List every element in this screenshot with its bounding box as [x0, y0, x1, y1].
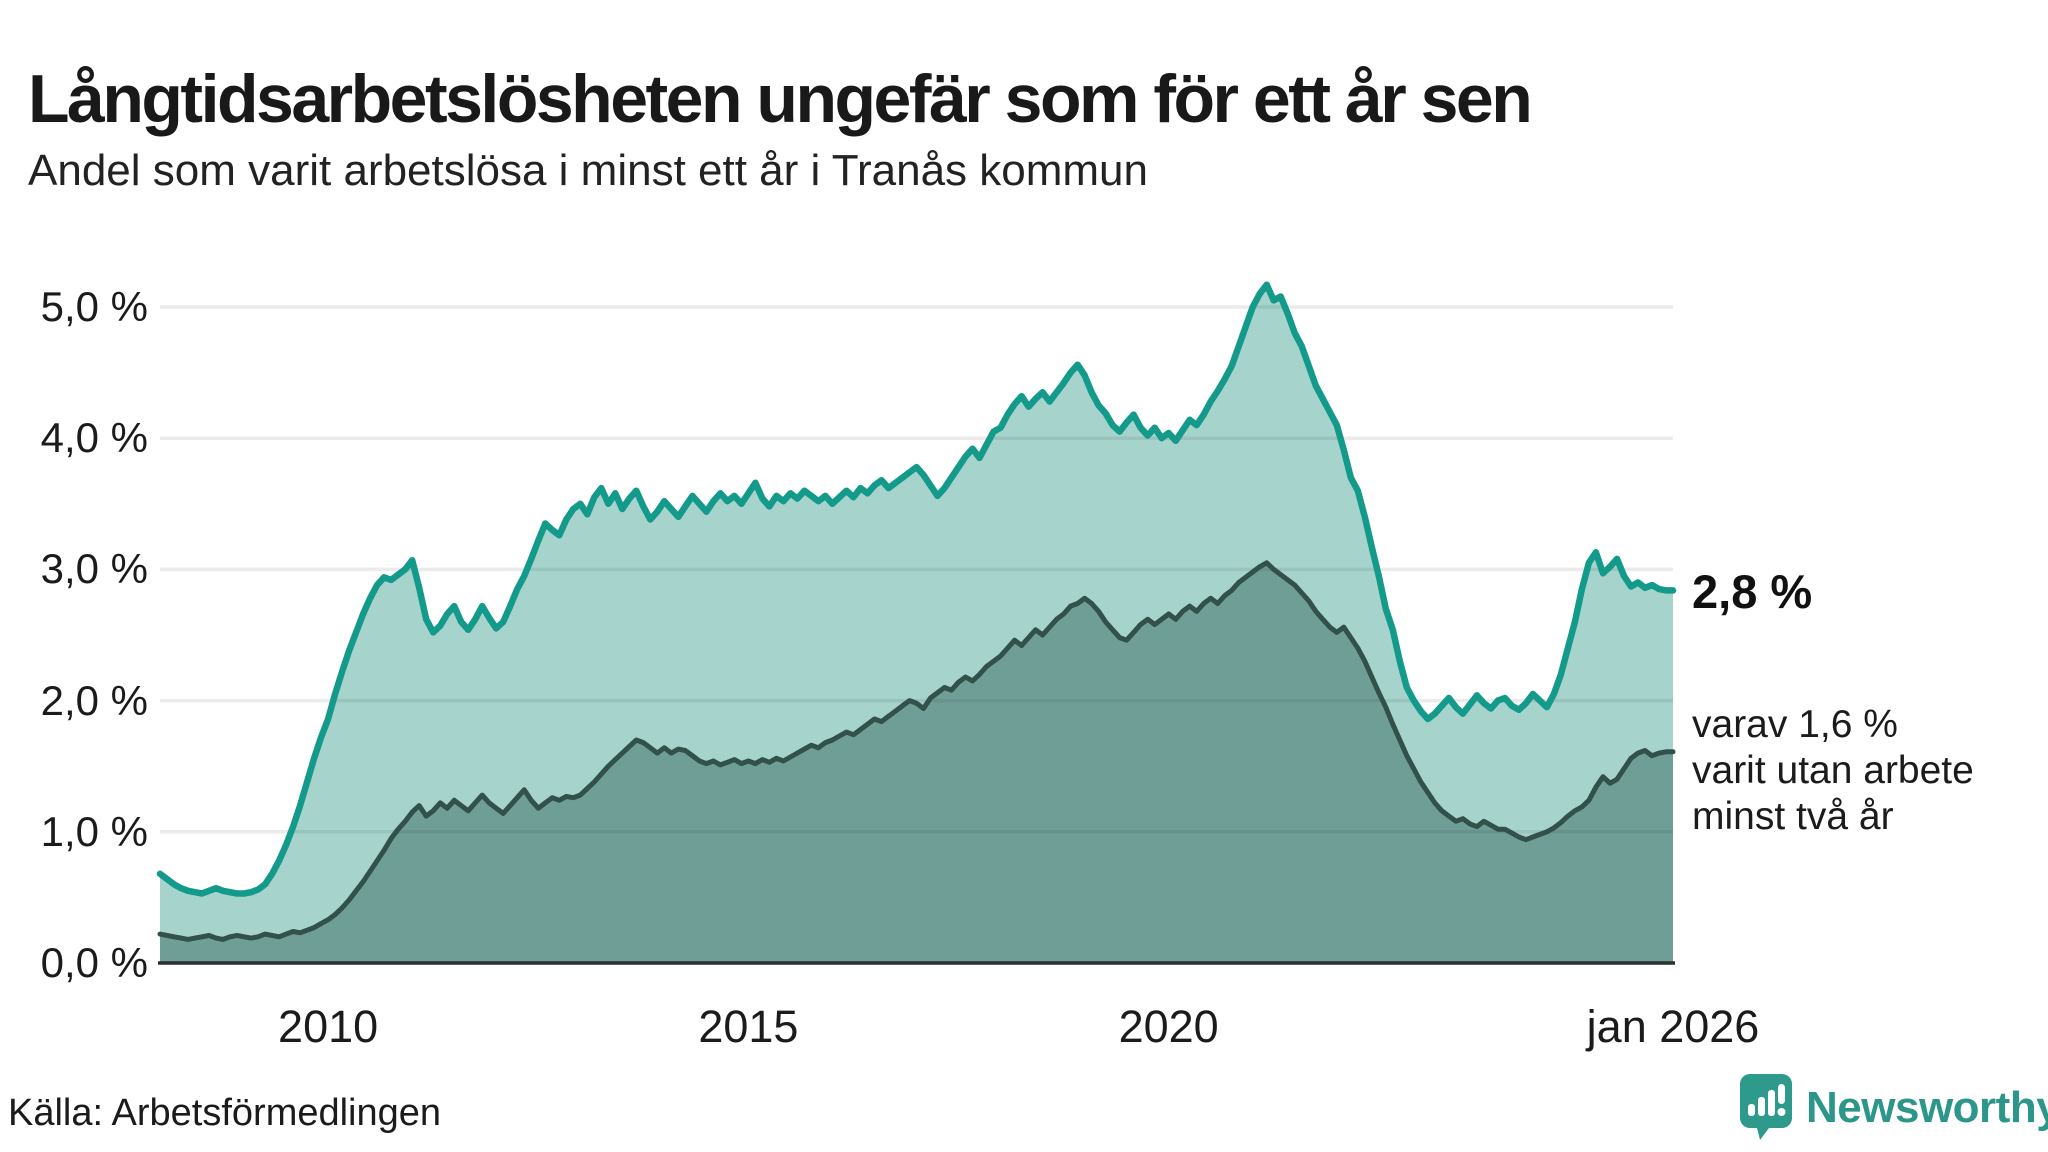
x-tick-2020: 2020: [1118, 1001, 1219, 1052]
annotation-line-2: varit utan arbete: [1692, 749, 1974, 793]
secondary-series-annotation: varav 1,6 % varit utan arbete minst två …: [1692, 702, 1974, 840]
area-fill-unemployed-two-years: [160, 562, 1673, 963]
y-tick-0,0 %: 0,0 %: [40, 939, 148, 986]
y-tick-3,0 %: 3,0 %: [40, 545, 148, 593]
page-subtitle: Andel som varit arbetslösa i minst ett å…: [28, 146, 1148, 195]
bar-chart-speech-bubble-icon: [1740, 1074, 1792, 1140]
x-tick-2015: 2015: [698, 1001, 799, 1052]
annotation-line-1: varav 1,6 %: [1692, 703, 1898, 746]
y-tick-4,0 %: 4,0 %: [40, 414, 148, 462]
annotation-line-3: minst två år: [1692, 795, 1894, 839]
line-unemployed-two-years: [157, 560, 1676, 942]
page-title: Långtidsarbetslösheten ungefär som för e…: [28, 60, 1533, 137]
x-tick-2010: 2010: [278, 1001, 379, 1052]
latest-value-label: 2,8 %: [1692, 565, 1813, 618]
brand-wordmark: Newsworthy: [1806, 1083, 2048, 1132]
x-tick-jan 2026: jan 2026: [1586, 1001, 1760, 1052]
source-caption: Källa: Arbetsförmedlingen: [8, 1092, 442, 1134]
newsworthy-logo: Newsworthy: [1738, 1072, 2048, 1144]
y-tick-1,0 %: 1,0 %: [40, 807, 148, 855]
line-unemployed-one-year: [156, 281, 1677, 897]
y-tick-2,0 %: 2,0 %: [40, 676, 148, 724]
y-tick-5,0 %: 5,0 %: [40, 283, 148, 330]
